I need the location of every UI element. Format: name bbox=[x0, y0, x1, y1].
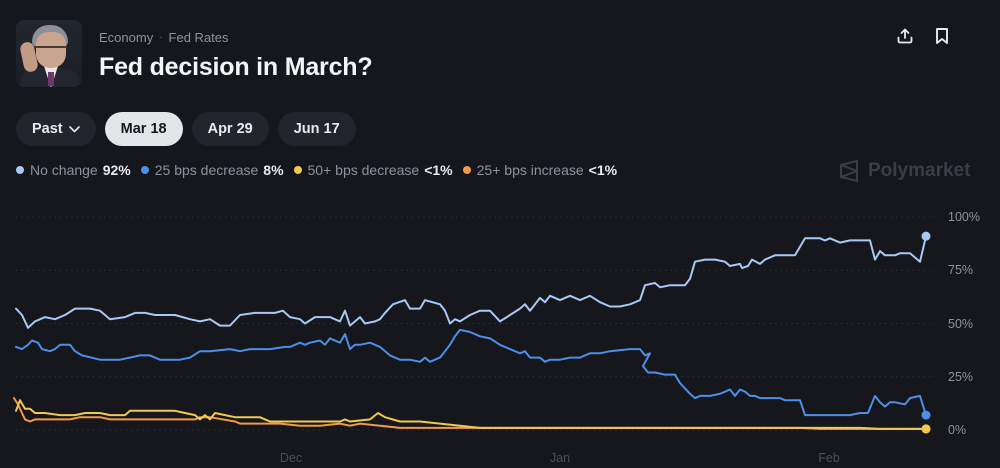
series-line bbox=[13, 397, 927, 430]
legend-label: 50+ bps decrease bbox=[307, 162, 420, 178]
chart-lines bbox=[13, 235, 927, 430]
tab-jun-17-label: Jun 17 bbox=[293, 121, 340, 137]
series-end-dot bbox=[921, 424, 931, 434]
series-end-dot bbox=[921, 410, 931, 420]
y-tick-label: 0% bbox=[948, 423, 967, 437]
legend-value: <1% bbox=[424, 162, 453, 178]
legend-dot-icon bbox=[16, 166, 24, 174]
legend-label: No change bbox=[30, 162, 98, 178]
x-tick-label: Dec bbox=[279, 451, 303, 465]
chart-gridlines bbox=[16, 216, 935, 431]
polymarket-logo-icon bbox=[840, 160, 858, 182]
page-title: Fed decision in March? bbox=[99, 53, 373, 81]
legend-value: <1% bbox=[588, 162, 618, 178]
tab-apr-29[interactable]: Apr 29 bbox=[191, 112, 269, 146]
series-end-dot bbox=[921, 231, 931, 241]
y-tick-label: 50% bbox=[948, 316, 974, 331]
chart-end-dots bbox=[921, 231, 931, 434]
y-tick-label: 25% bbox=[948, 369, 974, 384]
legend-label: 25 bps decrease bbox=[154, 162, 259, 178]
market-header: Economy · Fed Rates Fed decision in Marc… bbox=[16, 20, 984, 88]
tab-jun-17[interactable]: Jun 17 bbox=[277, 112, 356, 146]
breadcrumb-economy[interactable]: Economy bbox=[99, 30, 154, 45]
watermark-text: Polymarket bbox=[868, 160, 971, 181]
legend-value: 8% bbox=[263, 162, 284, 178]
legend-item-25-bps-decrease[interactable]: 25 bps decrease 8% bbox=[140, 162, 284, 178]
legend-dot-icon bbox=[140, 166, 149, 174]
legend-dot-icon bbox=[293, 166, 302, 174]
legend-dot-icon bbox=[462, 166, 471, 174]
chart-legend: No change 92% 25 bps decrease 8% 50+ bps… bbox=[16, 162, 617, 178]
y-tick-label: 75% bbox=[948, 263, 974, 278]
legend-item-50-bps-decrease[interactable]: 50+ bps decrease <1% bbox=[293, 162, 453, 178]
tab-mar-18[interactable]: Mar 18 bbox=[104, 112, 183, 146]
tab-mar-18-label: Mar 18 bbox=[120, 121, 167, 137]
x-tick-label: Jan bbox=[549, 451, 571, 465]
legend-item-25-bps-increase[interactable]: 25+ bps increase <1% bbox=[462, 162, 618, 178]
breadcrumb-separator: · bbox=[159, 32, 163, 43]
breadcrumb: Economy · Fed Rates bbox=[99, 30, 229, 45]
y-tick-label: 100% bbox=[948, 210, 980, 224]
share-button[interactable] bbox=[893, 24, 917, 48]
chevron-down-icon bbox=[68, 125, 80, 132]
series-line bbox=[15, 399, 927, 430]
legend-value: 92% bbox=[102, 162, 131, 178]
legend-label: 25+ bps increase bbox=[476, 162, 584, 178]
series-line bbox=[15, 328, 927, 417]
tab-past-label: Past bbox=[32, 121, 63, 137]
polymarket-watermark: Polymarket bbox=[838, 160, 970, 182]
series-line bbox=[15, 235, 927, 329]
market-avatar bbox=[16, 20, 82, 87]
legend-item-no-change[interactable]: No change 92% bbox=[16, 162, 131, 178]
bookmark-icon bbox=[936, 28, 948, 44]
breadcrumb-fed-rates[interactable]: Fed Rates bbox=[168, 30, 229, 45]
series-end-dot bbox=[921, 424, 931, 434]
tab-apr-29-label: Apr 29 bbox=[207, 121, 253, 137]
date-tabs: Past Mar 18 Apr 29 Jun 17 bbox=[16, 112, 356, 146]
tab-past[interactable]: Past bbox=[16, 112, 96, 146]
share-icon bbox=[897, 28, 913, 44]
bookmark-button[interactable] bbox=[930, 24, 954, 48]
x-tick-label: Feb bbox=[818, 451, 840, 465]
